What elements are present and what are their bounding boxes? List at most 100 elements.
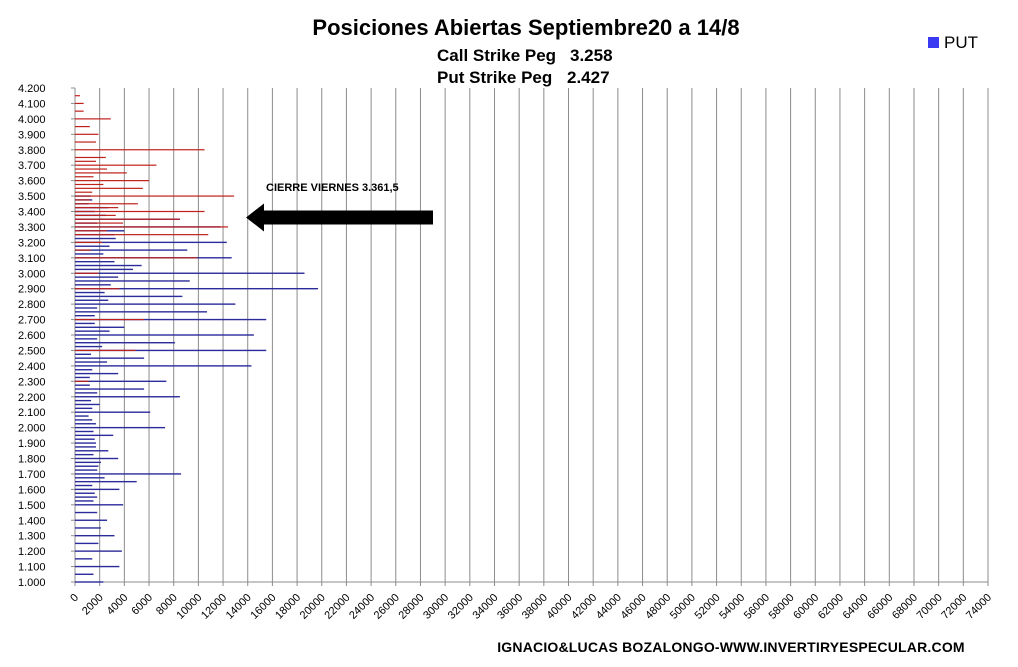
put-bar xyxy=(75,318,267,321)
put-bar xyxy=(75,550,122,552)
y-tick-label: 1.300 xyxy=(18,531,46,543)
x-tick-label: 60000 xyxy=(791,592,821,622)
put-bar xyxy=(75,519,108,521)
put-bar xyxy=(75,511,98,514)
put-bar xyxy=(75,465,99,467)
call-bar xyxy=(75,257,198,259)
y-tick-label: 1.900 xyxy=(18,438,46,450)
put-bar xyxy=(75,237,116,240)
put-bar xyxy=(75,573,94,575)
y-tick-label: 2.000 xyxy=(18,423,46,435)
x-tick-label: 38000 xyxy=(520,592,550,622)
call-bar xyxy=(75,222,124,224)
x-axis-ticks: 0200040006000800010000120001400016000180… xyxy=(68,592,994,622)
call-bar xyxy=(75,214,116,216)
put-bar xyxy=(75,450,109,452)
put-bar xyxy=(75,488,120,491)
put-bar xyxy=(75,430,94,433)
x-tick-label: 44000 xyxy=(594,592,624,622)
put-bar xyxy=(75,461,101,464)
legend-swatch-put xyxy=(928,37,939,48)
y-tick-label: 1.400 xyxy=(18,515,46,527)
call-bar xyxy=(75,349,136,352)
x-tick-label: 62000 xyxy=(816,592,846,622)
put-bar xyxy=(75,581,104,583)
x-tick-label: 74000 xyxy=(964,592,994,622)
x-tick-label: 34000 xyxy=(470,592,500,622)
x-tick-label: 26000 xyxy=(372,592,402,622)
y-tick-label: 3.500 xyxy=(18,191,46,203)
x-tick-label: 52000 xyxy=(693,592,723,622)
x-tick-label: 48000 xyxy=(643,592,673,622)
put-bar xyxy=(75,241,227,244)
put-bar xyxy=(75,349,267,352)
put-bar xyxy=(75,500,94,502)
y-tick-label: 4.200 xyxy=(18,83,46,95)
call-bar xyxy=(75,241,103,243)
x-tick-label: 72000 xyxy=(939,592,969,622)
call-bar xyxy=(75,226,228,228)
y-tick-label: 3.800 xyxy=(18,145,46,157)
put-bar xyxy=(75,322,95,325)
y-tick-label: 1.700 xyxy=(18,469,46,481)
put-bar xyxy=(75,345,103,348)
call-bar xyxy=(75,218,180,220)
y-tick-label: 3.300 xyxy=(18,222,46,234)
put-bar xyxy=(75,396,180,398)
put-bar xyxy=(75,384,90,386)
x-tick-label: 58000 xyxy=(767,592,797,622)
call-bar xyxy=(75,110,84,112)
put-bar xyxy=(75,407,93,410)
y-tick-label: 1.800 xyxy=(18,454,46,466)
call-bar xyxy=(75,180,150,182)
call-bar xyxy=(75,195,235,197)
y-tick-label: 2.600 xyxy=(18,330,46,342)
call-bar xyxy=(75,210,205,213)
legend: PUT xyxy=(928,33,978,52)
y-tick-label: 3.700 xyxy=(18,160,46,172)
call-bar xyxy=(75,164,157,166)
call-bar xyxy=(75,125,90,128)
call-bar xyxy=(75,176,94,178)
call-bar xyxy=(75,199,90,201)
put-bar xyxy=(75,330,110,332)
put-bar xyxy=(75,376,90,379)
gridlines xyxy=(71,87,989,586)
call-bar xyxy=(75,183,104,186)
subtitle-put-value: 2.427 xyxy=(567,68,610,87)
put-bar xyxy=(75,291,105,294)
put-bar xyxy=(75,361,108,363)
put-bar xyxy=(75,284,111,286)
put-bar xyxy=(75,426,166,429)
arrow-icon xyxy=(246,203,433,232)
call-bar xyxy=(75,230,108,232)
x-tick-label: 32000 xyxy=(446,592,476,622)
call-bar xyxy=(75,187,143,189)
y-tick-label: 3.200 xyxy=(18,237,46,249)
legend-label-put: PUT xyxy=(944,33,978,52)
x-tick-label: 64000 xyxy=(841,592,871,622)
x-tick-label: 42000 xyxy=(569,592,599,622)
x-tick-label: 66000 xyxy=(865,592,895,622)
put-bar xyxy=(75,411,151,413)
call-bar xyxy=(75,172,127,174)
put-series xyxy=(75,195,319,583)
x-tick-label: 24000 xyxy=(347,592,377,622)
x-tick-label: 2000 xyxy=(80,592,106,618)
y-axis-ticks: 1.000 1.100 1.200 1.300 1.400 1.500 1.600 1.700… xyxy=(18,83,46,589)
footer-text: IGNACIO&LUCAS BOZALONGO-WWW.INVERTIRYESP… xyxy=(497,639,965,655)
y-tick-label: 4.100 xyxy=(18,98,46,110)
put-bar xyxy=(75,457,119,460)
put-bar xyxy=(75,357,145,359)
y-tick-label: 3.100 xyxy=(18,253,46,265)
put-bar xyxy=(75,245,110,247)
put-bar xyxy=(75,399,92,402)
y-tick-label: 3.000 xyxy=(18,268,46,280)
put-bar xyxy=(75,534,115,537)
footer-credit: IGNACIO&LUCAS BOZALONGO-WWW.INVERTIRYESP… xyxy=(0,639,1018,655)
x-tick-label: 18000 xyxy=(273,592,303,622)
put-bar xyxy=(75,372,119,375)
put-bar xyxy=(75,442,96,444)
x-tick-label: 14000 xyxy=(224,592,254,622)
put-bar xyxy=(75,446,96,448)
